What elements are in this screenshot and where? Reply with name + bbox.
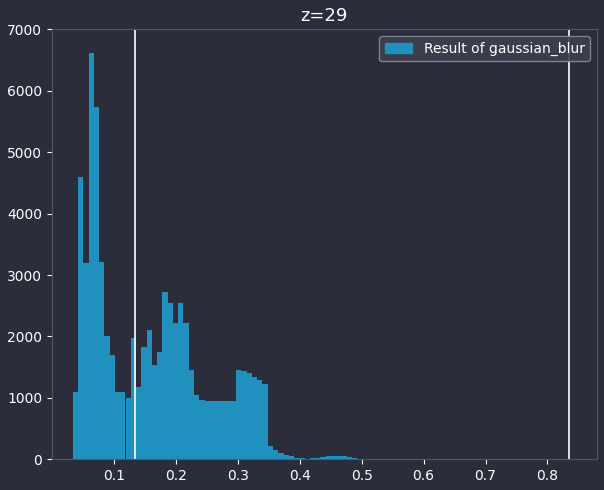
Bar <box>242 371 246 459</box>
Bar <box>257 380 262 459</box>
Bar <box>126 398 131 459</box>
Bar <box>99 262 104 459</box>
Bar <box>168 302 173 459</box>
Bar <box>283 455 289 459</box>
Bar <box>162 292 168 459</box>
Bar <box>78 177 83 459</box>
Bar <box>326 456 331 459</box>
Bar <box>252 377 257 459</box>
Bar <box>94 107 99 459</box>
Bar <box>273 450 278 459</box>
Bar <box>110 355 115 459</box>
Bar <box>173 322 178 459</box>
Bar <box>215 401 220 459</box>
Bar <box>184 322 188 459</box>
Bar <box>220 401 225 459</box>
Bar <box>147 330 152 459</box>
Bar <box>120 392 126 459</box>
Bar <box>89 53 94 459</box>
Bar <box>194 395 199 459</box>
Bar <box>157 352 162 459</box>
Bar <box>278 453 283 459</box>
Bar <box>268 446 273 459</box>
Bar <box>263 384 268 459</box>
Bar <box>294 458 300 459</box>
Bar <box>331 456 336 459</box>
Bar <box>152 365 157 459</box>
Bar <box>141 346 147 459</box>
Bar <box>300 458 304 459</box>
Bar <box>178 302 184 459</box>
Bar <box>246 373 252 459</box>
Bar <box>104 337 110 459</box>
Bar <box>321 457 326 459</box>
Bar <box>199 400 205 459</box>
Bar <box>236 370 242 459</box>
Bar <box>73 392 78 459</box>
Bar <box>131 339 136 459</box>
Bar <box>136 388 141 459</box>
Bar <box>189 370 194 459</box>
Bar <box>347 457 352 459</box>
Bar <box>352 458 357 459</box>
Bar <box>289 456 294 459</box>
Bar <box>83 264 89 459</box>
Bar <box>226 401 231 459</box>
Title: z=29: z=29 <box>301 7 348 25</box>
Bar <box>341 456 347 459</box>
Bar <box>315 458 320 459</box>
Bar <box>115 392 120 459</box>
Bar <box>336 456 341 459</box>
Legend: Result of gaussian_blur: Result of gaussian_blur <box>379 36 590 61</box>
Bar <box>210 401 215 459</box>
Bar <box>231 401 236 459</box>
Bar <box>205 401 210 459</box>
